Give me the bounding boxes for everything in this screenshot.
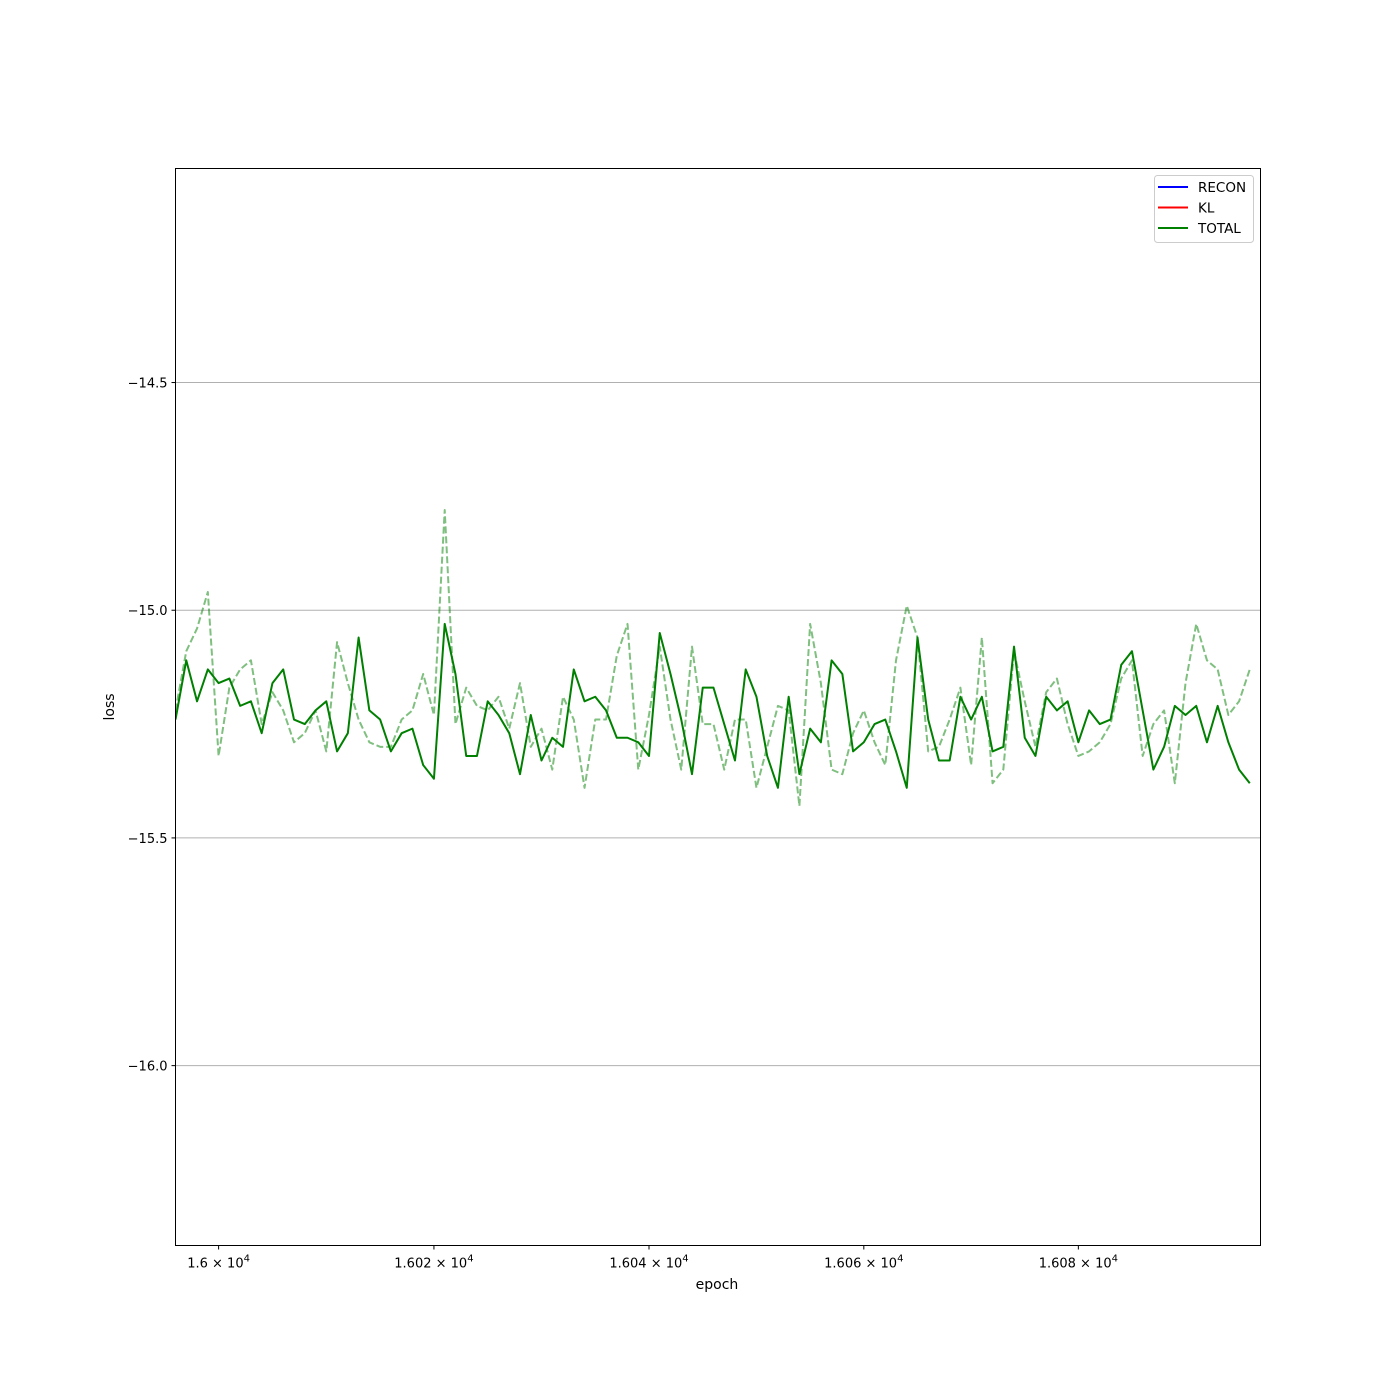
y-axis-label: loss (102, 693, 118, 720)
legend-label: KL (1198, 201, 1215, 217)
x-tick-label: 1.604 × 104 (609, 1254, 688, 1272)
legend-label: TOTAL (1197, 221, 1241, 237)
x-tick-label: 1.602 × 104 (394, 1254, 473, 1272)
y-tick-label: −15.0 (128, 604, 168, 619)
y-tick-label: −16.0 (128, 1060, 168, 1075)
plot-frame (175, 168, 1261, 1246)
x-tick-label: 1.606 × 104 (824, 1254, 903, 1272)
x-tick-label: 1.608 × 104 (1039, 1254, 1118, 1272)
y-tick-label: −14.5 (128, 377, 168, 392)
x-axis-label: epoch (696, 1277, 739, 1293)
x-tick-label: 1.6 × 104 (187, 1254, 250, 1272)
legend-label: RECON (1198, 180, 1246, 196)
legend: RECON KL TOTAL (1154, 175, 1254, 243)
y-axis: −14.5 −15.0 −15.5 −16.0 (128, 377, 176, 1075)
y-tick-label: −15.5 (128, 832, 168, 847)
series-line-dashed (175, 509, 1251, 808)
series-line-total (175, 622, 1251, 789)
x-axis: 1.6 × 104 1.602 × 104 1.604 × 104 1.606 × 1… (187, 1245, 1118, 1272)
legend-box (1154, 175, 1254, 243)
y-grid (175, 382, 1261, 1067)
series-lines (175, 509, 1251, 808)
